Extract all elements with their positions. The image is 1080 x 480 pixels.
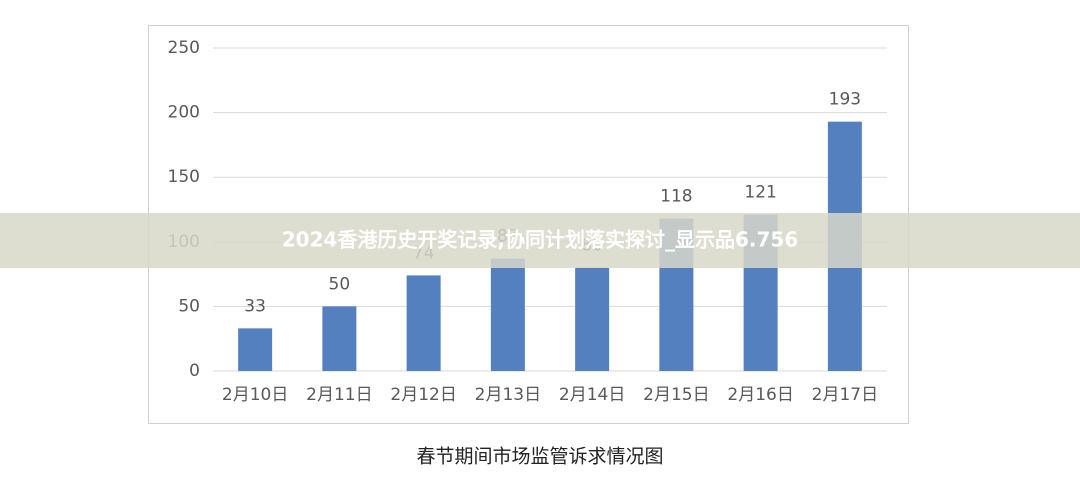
y-tick-label: 50	[178, 296, 200, 316]
x-tick-label: 2月10日	[222, 385, 288, 405]
bar	[238, 328, 273, 371]
chart-title: 春节期间市场监管诉求情况图	[416, 446, 663, 468]
data-label: 193	[829, 90, 861, 110]
data-label: 118	[660, 187, 692, 207]
data-label: 121	[744, 183, 776, 203]
banner-text: 2024香港历史开奖记录,协同计划落实探讨_显示品6.756	[282, 228, 799, 252]
x-tick-label: 2月12日	[390, 385, 456, 405]
bar	[490, 258, 525, 371]
x-tick-label: 2月16日	[727, 385, 793, 405]
x-tick-label: 2月14日	[559, 385, 625, 405]
x-tick-label: 2月17日	[812, 385, 878, 405]
data-label: 33	[244, 296, 266, 316]
x-tick-label: 2月15日	[643, 385, 709, 405]
y-tick-label: 250	[168, 38, 200, 58]
y-tick-label: 0	[189, 361, 200, 381]
bar	[406, 275, 441, 371]
banner	[0, 213, 1080, 268]
bar	[322, 306, 357, 371]
y-tick-label: 150	[168, 167, 200, 187]
plot: 0501001502002502月10日332月11日502月12日742月13…	[168, 38, 887, 405]
bar	[575, 267, 610, 371]
x-tick-label: 2月11日	[306, 385, 372, 405]
data-label: 50	[329, 274, 351, 294]
x-tick-label: 2月13日	[475, 385, 541, 405]
y-tick-label: 200	[168, 103, 200, 123]
